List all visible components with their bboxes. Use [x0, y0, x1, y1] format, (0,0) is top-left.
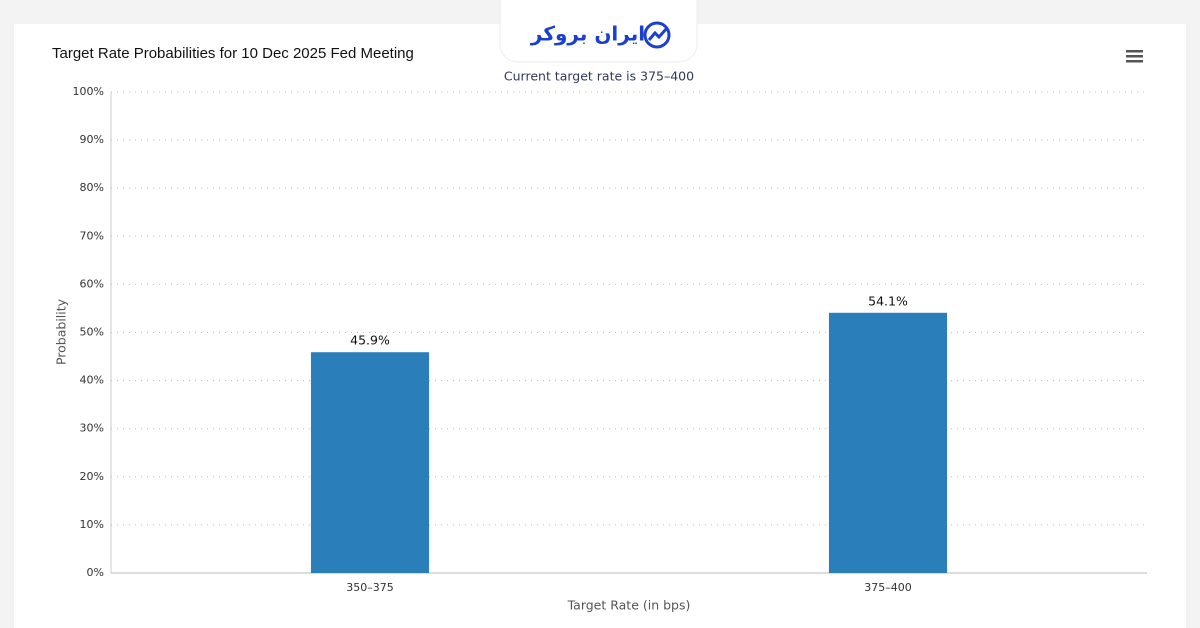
menu-bar: [1126, 50, 1143, 53]
y-tick-label: 30%: [80, 422, 104, 435]
y-tick-label: 40%: [80, 374, 104, 387]
y-tick-label: 50%: [80, 326, 104, 339]
menu-icon[interactable]: [1126, 50, 1143, 63]
y-tick-label: 0%: [87, 566, 104, 579]
y-axis-label: Probability: [54, 298, 69, 365]
logo-box: [499, 0, 698, 63]
y-tick-label: 20%: [80, 470, 104, 483]
x-tick-label: 350–375: [346, 581, 394, 594]
y-tick-label: 60%: [80, 277, 104, 290]
logo-text: ایران بروکر: [530, 22, 645, 46]
data-label: 54.1%: [868, 293, 908, 308]
chart-title: Target Rate Probabilities for 10 Dec 202…: [52, 45, 414, 62]
menu-bar: [1126, 55, 1143, 58]
x-tick-label: 375–400: [864, 581, 912, 594]
card: [14, 24, 1186, 628]
y-tick-label: 10%: [80, 518, 104, 531]
y-tick-label: 70%: [80, 229, 104, 242]
y-tick-label: 100%: [73, 85, 104, 98]
menu-bar: [1126, 60, 1143, 63]
y-tick-label: 90%: [80, 133, 104, 146]
data-label: 45.9%: [350, 333, 390, 348]
y-tick-label: 80%: [80, 181, 104, 194]
chart-subtitle: Current target rate is 375–400: [504, 69, 694, 84]
logo-icon-arrow: [647, 27, 669, 41]
x-axis-label: Target Rate (in bps): [567, 598, 691, 613]
bar: [828, 312, 948, 573]
logo-icon: [643, 21, 671, 49]
bar: [310, 352, 430, 573]
